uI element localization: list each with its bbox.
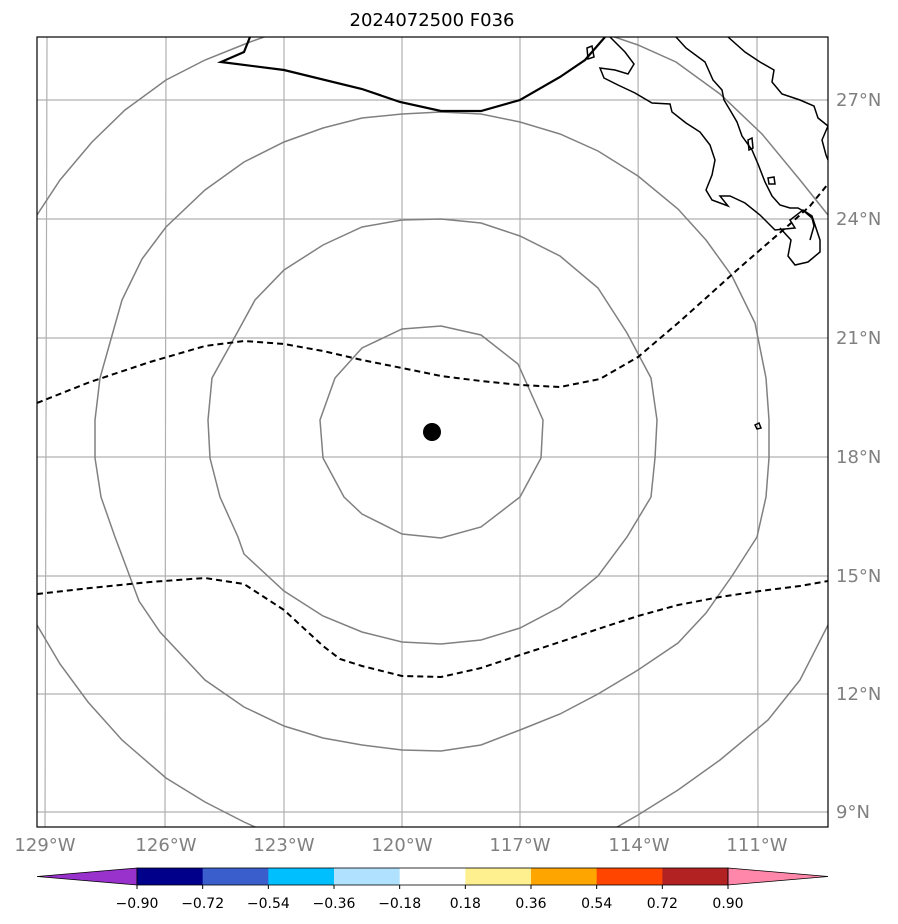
colorbar-segment	[531, 868, 598, 885]
gridline-129w	[44, 37, 48, 827]
longitude-labels: 129°W 126°W 123°W 120°W 117°W 114°W 111°…	[14, 835, 787, 856]
gridline-111w	[756, 37, 759, 827]
lat-label: 15°N	[836, 566, 881, 587]
colorbar-segment	[596, 868, 663, 885]
lat-label: 12°N	[836, 684, 881, 705]
coastlines	[216, 37, 828, 430]
gulf-coast-baja	[598, 37, 821, 266]
colorbar-segment	[334, 868, 401, 885]
figure-title: 2024072500 F036	[350, 10, 515, 31]
range-ring-inner	[319, 325, 544, 539]
colorbar-tick-label: −0.72	[181, 896, 224, 912]
lat-label: 27°N	[836, 90, 881, 111]
colorbar-tick-label: 0.36	[515, 896, 546, 912]
colorbar-tick-label: 0.54	[581, 896, 612, 912]
latitude-labels: 27°N 24°N 21°N 18°N 15°N 12°N 9°N	[836, 90, 881, 823]
lon-label: 129°W	[14, 835, 75, 856]
map-frame	[36, 36, 829, 828]
range-ring-outer-lower	[37, 624, 828, 827]
island-small-gulf-2	[767, 176, 776, 185]
colorbar-tick-label: −0.90	[116, 896, 159, 912]
range-rings	[37, 37, 828, 827]
lat-label: 9°N	[836, 802, 870, 823]
lon-label: 120°W	[371, 835, 432, 856]
map-area	[37, 37, 828, 827]
colorbar-tick-label: −0.54	[247, 896, 290, 912]
colorbar-segment	[399, 868, 466, 885]
colorbar-tick-label: 0.90	[712, 896, 743, 912]
colorbar-segment	[202, 868, 269, 885]
gridline-114w	[637, 37, 640, 827]
storm-center-marker	[423, 423, 441, 441]
colorbar-segment	[662, 868, 729, 885]
colorbar-tick-label: −0.36	[313, 896, 356, 912]
lon-label: 126°W	[135, 835, 196, 856]
colorbar-extend-max	[727, 867, 829, 886]
dashed-contours	[37, 183, 828, 679]
colorbar-extend-min	[36, 867, 138, 886]
colorbar-outline	[136, 867, 729, 886]
lat-label: 21°N	[836, 328, 881, 349]
colorbar-segment	[465, 868, 532, 885]
mainland-mexico-coast	[675, 37, 815, 241]
mainland-coast-north	[727, 37, 828, 161]
colorbar-segment	[268, 868, 335, 885]
dashed-contour-north	[37, 183, 828, 404]
range-ring-third	[94, 111, 770, 752]
graticule	[37, 37, 828, 827]
colorbar-tick-label: −0.18	[378, 896, 421, 912]
colorbar: −0.90 −0.72 −0.54 −0.36 −0.18 0.18 0.36 0.54 0.7…	[36, 867, 829, 912]
lon-label: 114°W	[608, 835, 669, 856]
range-ring-second	[207, 218, 658, 645]
lat-label: 24°N	[836, 209, 881, 230]
island-cedros	[586, 44, 595, 61]
lon-label: 117°W	[489, 835, 550, 856]
lon-label: 111°W	[726, 835, 787, 856]
dashed-contour-south	[37, 576, 828, 679]
lon-label: 123°W	[253, 835, 314, 856]
gridline-126w	[164, 37, 167, 827]
lat-label: 18°N	[836, 447, 881, 468]
colorbar-tick-label: 0.18	[450, 896, 481, 912]
baja-california-coast	[216, 37, 606, 113]
colorbar-tick-label: 0.72	[647, 896, 678, 912]
island-small-gulf	[747, 136, 754, 152]
range-ring-outer	[37, 37, 828, 216]
island-socorro	[753, 421, 763, 430]
colorbar-segment	[137, 868, 204, 885]
